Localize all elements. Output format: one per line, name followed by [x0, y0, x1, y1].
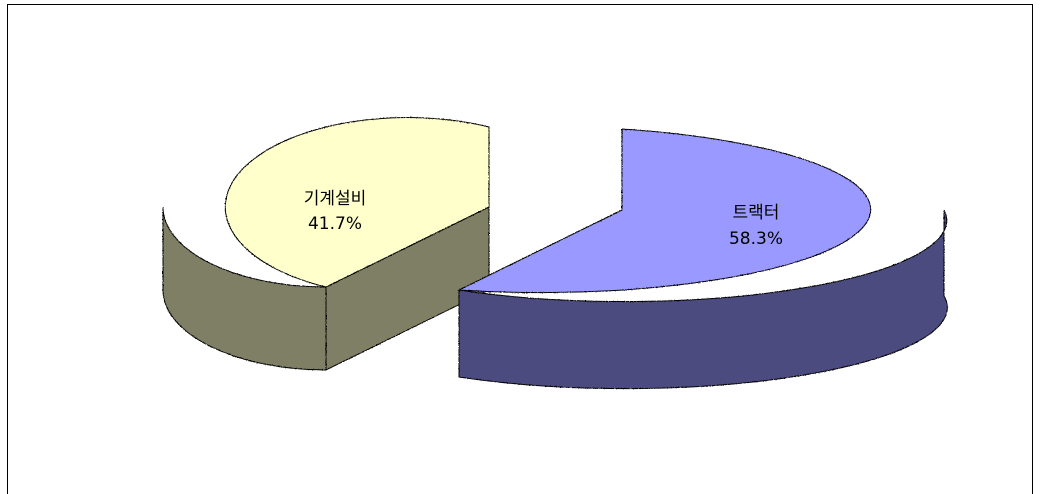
slice-tractor-category-label: 트랙터 [733, 203, 780, 223]
chart-frame [7, 4, 1033, 494]
slice-tractor[interactable] [457, 128, 948, 390]
slice-machinery-top [224, 117, 490, 288]
slice-machinery[interactable] [162, 117, 490, 371]
slice-tractor-percent-label: 58.3% [729, 229, 783, 249]
slice-machinery-percent-label: 41.7% [308, 214, 362, 234]
slice-tractor-side [458, 209, 948, 390]
slice-machinery-category-label: 기계설비 [304, 189, 367, 209]
slice-tractor-top [457, 128, 872, 294]
